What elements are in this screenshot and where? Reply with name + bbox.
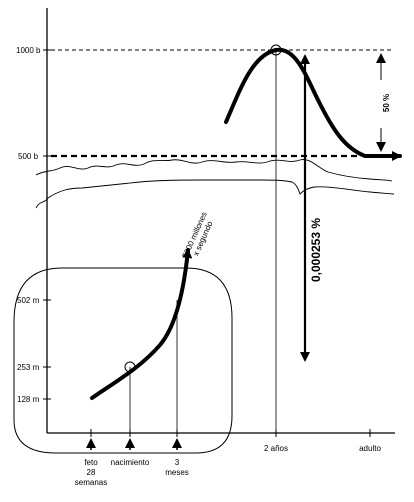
birth-marker [124,361,136,373]
growth-curve-late [224,47,402,161]
y-label-500: 500 b [18,152,39,161]
inset-frame [13,267,233,454]
wavy-line-lower [35,179,395,209]
y-label-253: 253 m [17,363,40,372]
rate-annotation: 5000 millones x segundo [181,211,215,260]
x-label-nacimiento: nacimiento [111,458,150,467]
growth-curve-early [90,248,193,400]
x-label-feto-1: feto [84,458,98,467]
y-label-1000: 1000 b [16,46,41,55]
x-label-3-meses-2: meses [165,468,189,477]
x-label-adulto: adulto [359,444,381,453]
y-label-128: 128 m [17,395,40,404]
y-label-502: 502 m [17,296,40,305]
x-label-feto-3: semanas [75,478,107,487]
x-label-2-anos: 2 años [264,444,288,453]
wavy-line-upper [35,159,393,182]
label-percent-left: 0,000253 % [309,218,323,282]
x-label-feto-2: 28 [87,468,96,477]
label-percent-right: 50 % [382,94,391,112]
x-label-3-meses-1: 3 [175,458,180,467]
peak-marker [270,44,282,56]
